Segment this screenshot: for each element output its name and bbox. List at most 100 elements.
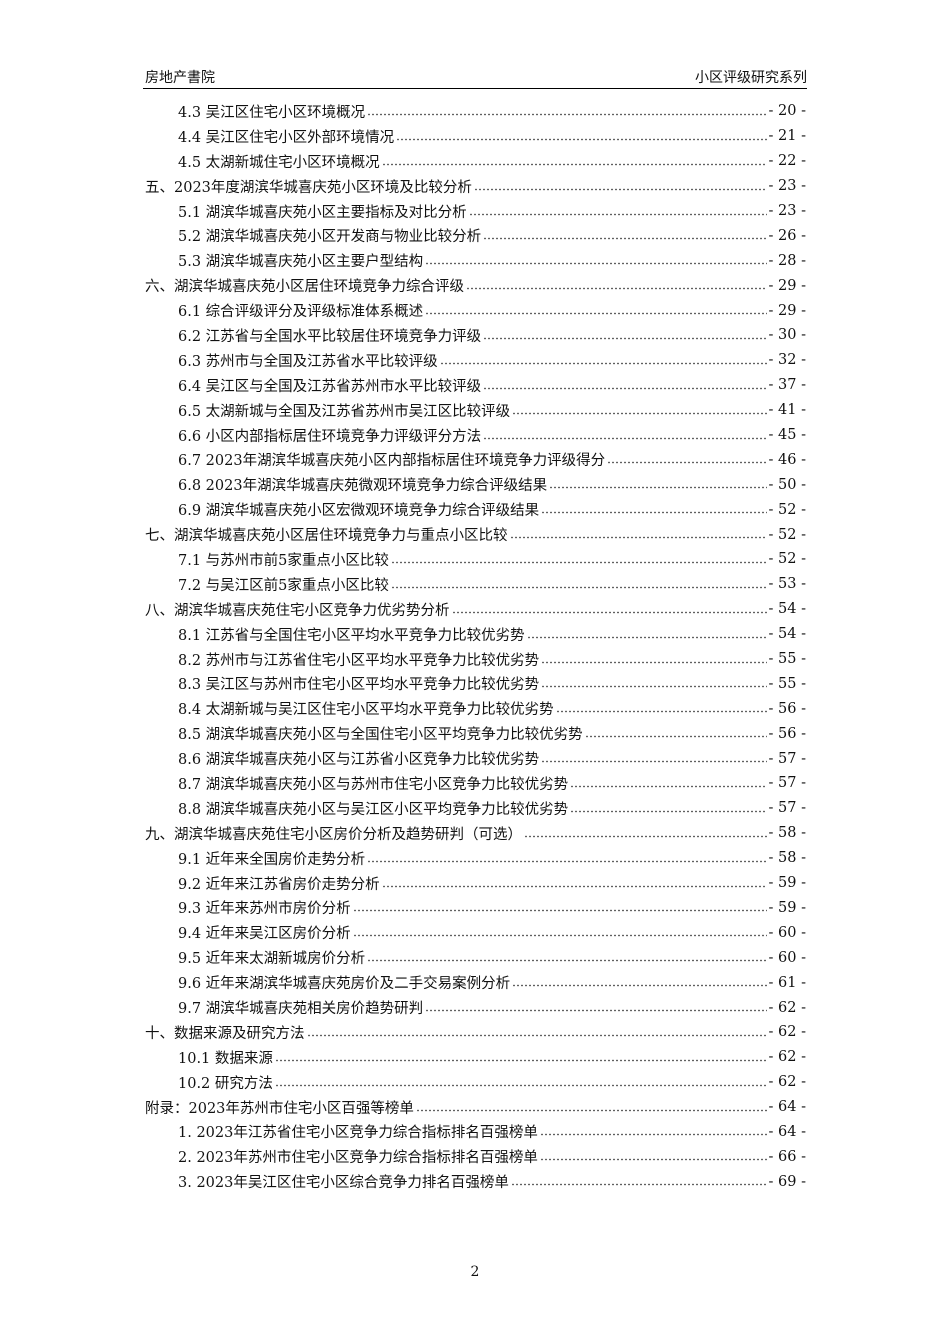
entry-page: - 54 - [768,626,806,643]
entry-title: 6.7 2023年湖滨华城喜庆苑小区内部指标居住环境竞争力评级得分 [178,453,606,470]
entry-title: 六、湖滨华城喜庆苑小区居住环境竞争力综合评级 [145,279,464,296]
entry-page: - 62 - [768,1049,806,1066]
leader-dots [526,635,767,639]
entry-title: 九、湖滨华城喜庆苑住宅小区房价分析及趋势研判（可选） [145,826,522,843]
toc-item: 10.2 研究方法 - 62 - [145,1070,806,1095]
entry-title: 6.6 小区内部指标居住环境竞争力评级评分方法 [178,428,482,445]
entry-page: - 61 - [768,974,806,991]
entry-page: - 57 - [768,750,806,767]
toc-section: 九、湖滨华城喜庆苑住宅小区房价分析及趋势研判（可选） - 58 - [145,821,806,846]
leader-dots [555,710,767,714]
toc-item: 7.2 与吴江区前5家重点小区比较 - 53 - [145,572,806,597]
entry-title: 七、湖滨华城喜庆苑小区居住环境竞争力与重点小区比较 [145,528,508,545]
entry-title: 10.2 研究方法 [178,1075,273,1092]
leader-dots [274,1058,767,1062]
entry-page: - 41 - [768,402,806,419]
entry-page: - 30 - [768,327,806,344]
entry-page: - 57 - [768,800,806,817]
leader-dots [367,859,767,863]
toc-item: 7.1 与苏州市前5家重点小区比较 - 52 - [145,547,806,572]
entry-title: 5.2 湖滨华城喜庆苑小区开发商与物业比较分析 [178,229,482,246]
entry-page: - 52 - [768,526,806,543]
entry-title: 8.6 湖滨华城喜庆苑小区与江苏省小区竞争力比较优劣势 [178,752,540,769]
entry-page: - 52 - [768,501,806,518]
entry-title: 6.4 吴江区与全国及江苏省苏州市水平比较评级 [178,378,482,395]
toc-item: 5.3 湖滨华城喜庆苑小区主要户型结构 - 28 - [145,248,806,273]
entry-title: 9.5 近年来太湖新城房价分析 [178,951,366,968]
leader-dots [539,1133,767,1137]
entry-page: - 62 - [768,999,806,1016]
leader-dots [483,436,767,440]
toc-item: 6.6 小区内部指标居住环境竞争力评级评分方法 - 45 - [145,423,806,448]
leader-dots [541,660,767,664]
entry-page: - 46 - [768,451,806,468]
leader-dots [509,536,767,540]
entry-title: 6.3 苏州市与全国及江苏省水平比较评级 [178,353,438,370]
entry-title: 9.1 近年来全国房价走势分析 [178,851,366,868]
leader-dots [439,361,767,365]
entry-page: - 69 - [768,1173,806,1190]
toc-item: 8.4 太湖新城与吴江区住宅小区平均水平竞争力比较优劣势 - 56 - [145,696,806,721]
entry-page: - 26 - [768,227,806,244]
leader-dots [539,1158,767,1162]
leader-dots [390,585,767,589]
toc-section: 六、湖滨华城喜庆苑小区居住环境竞争力综合评级 - 29 - [145,273,806,298]
toc-item: 8.5 湖滨华城喜庆苑小区与全国住宅小区平均竞争力比较优劣势 - 56 - [145,721,806,746]
toc-item: 8.1 江苏省与全国住宅小区平均水平竞争力比较优劣势 - 54 - [145,622,806,647]
entry-title: 十、数据来源及研究方法 [145,1025,305,1042]
toc-item: 4.3 吴江区住宅小区环境概况 - 20 - [145,99,806,124]
toc-item: 8.8 湖滨华城喜庆苑小区与吴江区小区平均竞争力比较优劣势 - 57 - [145,796,806,821]
entry-page: - 56 - [768,725,806,742]
toc-item: 6.2 江苏省与全国水平比较居住环境竞争力评级 - 30 - [145,323,806,348]
leader-dots [483,386,767,390]
toc-item: 8.3 吴江区与苏州市住宅小区平均水平竞争力比较优劣势 - 55 - [145,671,806,696]
entry-page: - 64 - [768,1123,806,1140]
leader-dots [425,1009,767,1012]
toc-item: 9.5 近年来太湖新城房价分析 - 60 - [145,945,806,970]
entry-title: 3. 2023年吴江区住宅小区综合竞争力排名百强榜单 [178,1175,509,1192]
entry-title: 6.8 2023年湖滨华城喜庆苑微观环境竞争力综合评级结果 [178,478,548,495]
entry-title: 五、2023年度湖滨华城喜庆苑小区环境及比较分析 [145,179,472,196]
leader-dots [570,784,767,788]
toc-section: 五、2023年度湖滨华城喜庆苑小区环境及比较分析 - 23 - [145,174,806,199]
entry-title: 1. 2023年江苏省住宅小区竞争力综合指标排名百强榜单 [178,1125,538,1142]
leader-dots [584,735,767,739]
toc-item: 3. 2023年吴江区住宅小区综合竞争力排名百强榜单 - 69 - [145,1169,806,1194]
entry-page: - 62 - [768,1024,806,1041]
leader-dots [541,511,767,515]
toc-section: 附录：2023年苏州市住宅小区百强等榜单 - 64 - [145,1095,806,1120]
leader-dots [510,1183,767,1187]
leader-dots [466,287,767,291]
toc-item: 9.6 近年来湖滨华城喜庆苑房价及二手交易案例分析 - 61 - [145,970,806,995]
leader-dots [541,685,767,689]
entry-title: 4.5 太湖新城住宅小区环境概况 [178,154,380,171]
entry-page: - 29 - [768,302,806,319]
entry-title: 9.3 近年来苏州市房价分析 [178,901,351,918]
entry-title: 8.7 湖滨华城喜庆苑小区与苏州市住宅小区竞争力比较优劣势 [178,776,569,793]
leader-dots [396,137,767,141]
entry-page: - 62 - [768,1074,806,1091]
entry-title: 8.4 太湖新城与吴江区住宅小区平均水平竞争力比较优劣势 [178,702,554,719]
entry-page: - 21 - [768,128,806,145]
entry-page: - 29 - [768,277,806,294]
entry-title: 9.2 近年来江苏省房价走势分析 [178,876,380,893]
entry-page: - 23 - [768,178,806,195]
leader-dots [607,461,767,465]
entry-title: 7.2 与吴江区前5家重点小区比较 [178,577,389,594]
entry-title: 8.2 苏州市与江苏省住宅小区平均水平竞争力比较优劣势 [178,652,540,669]
toc-item: 9.4 近年来吴江区房价分析 - 60 - [145,920,806,945]
toc-item: 6.1 综合评级评分及评级标准体系概述 - 29 - [145,298,806,323]
entry-title: 6.2 江苏省与全国水平比较居住环境竞争力评级 [178,328,482,345]
leader-dots [549,486,767,490]
entry-page: - 58 - [768,850,806,867]
leader-dots [512,984,767,988]
entry-page: - 57 - [768,775,806,792]
entry-title: 八、湖滨华城喜庆苑住宅小区竞争力优劣势分析 [145,602,450,619]
entry-title: 8.5 湖滨华城喜庆苑小区与全国住宅小区平均竞争力比较优劣势 [178,727,583,744]
toc-item: 8.7 湖滨华城喜庆苑小区与苏州市住宅小区竞争力比较优劣势 - 57 - [145,771,806,796]
entry-page: - 23 - [768,203,806,219]
leader-dots [352,909,767,913]
leader-dots [306,1033,767,1037]
leader-dots [473,187,767,191]
toc-item: 9.7 湖滨华城喜庆苑相关房价趋势研判 - 62 - [145,995,806,1020]
